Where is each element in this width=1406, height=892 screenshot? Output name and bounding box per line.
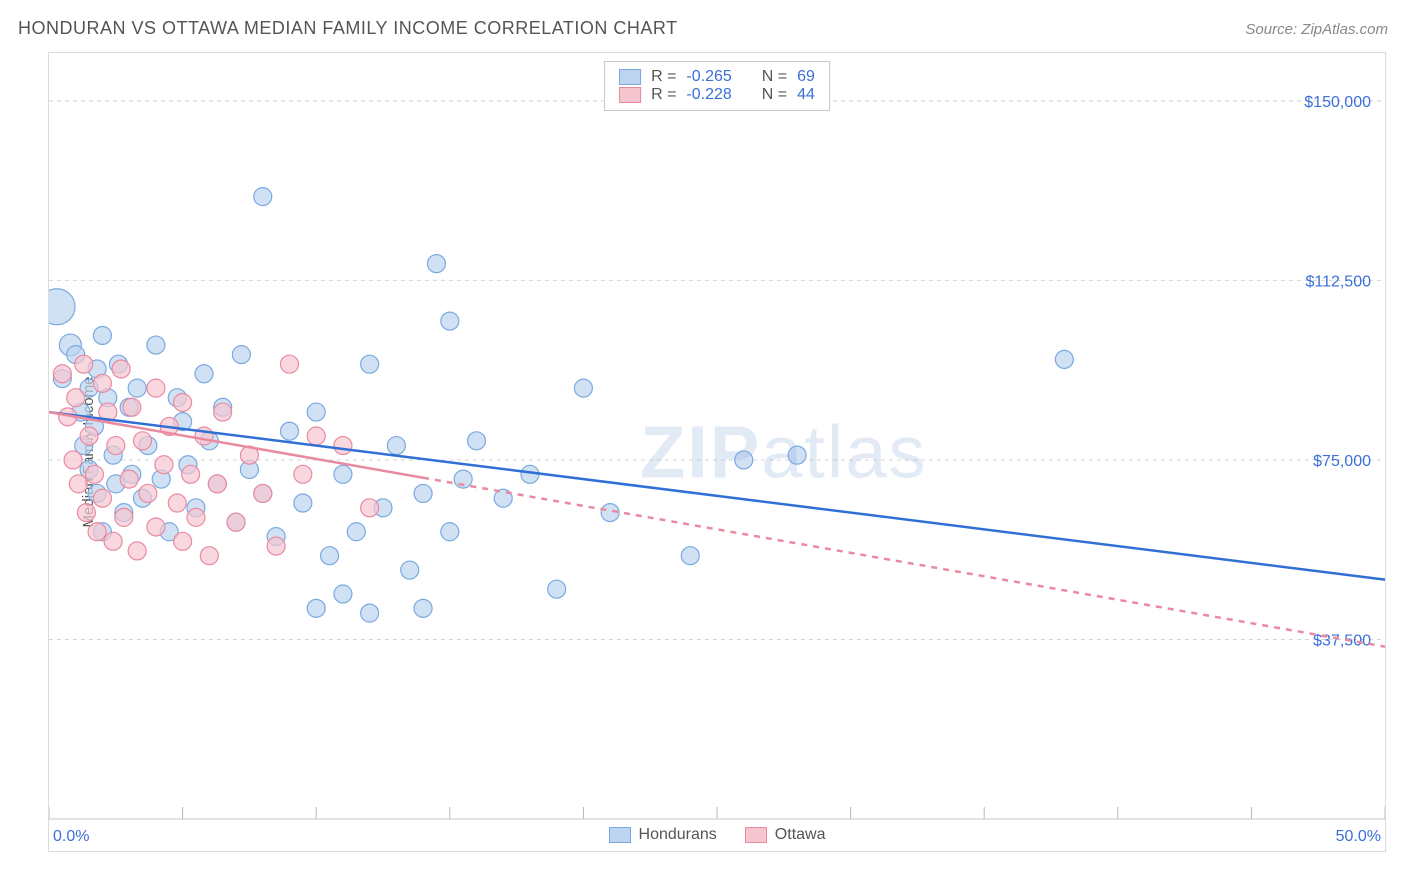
r-label: R = [651, 68, 676, 86]
stats-row-ottawa: R = -0.228 N = 44 [619, 86, 815, 104]
legend-label-ottawa: Ottawa [775, 826, 826, 844]
legend-item-hondurans: Hondurans [609, 826, 717, 844]
legend-bottom: Hondurans Ottawa [49, 819, 1385, 851]
source-attribution: Source: ZipAtlas.com [1245, 21, 1388, 38]
swatch-hondurans [619, 69, 641, 85]
svg-text:$75,000: $75,000 [1313, 453, 1371, 470]
legend-label-hondurans: Hondurans [639, 826, 717, 844]
legend-item-ottawa: Ottawa [745, 826, 826, 844]
r-label: R = [651, 86, 676, 104]
n-value-hondurans: 69 [797, 68, 815, 86]
plot-area: Median Family Income $37,500$75,000$112,… [48, 52, 1386, 852]
stats-row-hondurans: R = -0.265 N = 69 [619, 68, 815, 86]
r-value-ottawa: -0.228 [686, 86, 731, 104]
n-value-ottawa: 44 [797, 86, 815, 104]
n-label: N = [762, 68, 787, 86]
chart-header: HONDURAN VS OTTAWA MEDIAN FAMILY INCOME … [18, 18, 1388, 39]
chart-title: HONDURAN VS OTTAWA MEDIAN FAMILY INCOME … [18, 18, 678, 39]
source-name: ZipAtlas.com [1301, 21, 1388, 38]
legend-swatch-ottawa [745, 827, 767, 843]
svg-text:$150,000: $150,000 [1304, 94, 1371, 111]
source-prefix: Source: [1245, 21, 1301, 38]
scatter-plot-svg: $37,500$75,000$112,500$150,0000.0%50.0% [49, 53, 1385, 851]
svg-text:$112,500: $112,500 [1305, 273, 1371, 290]
r-value-hondurans: -0.265 [686, 68, 731, 86]
n-label: N = [762, 86, 787, 104]
legend-swatch-hondurans [609, 827, 631, 843]
swatch-ottawa [619, 87, 641, 103]
correlation-stats-box: R = -0.265 N = 69 R = -0.228 N = 44 [604, 61, 830, 111]
